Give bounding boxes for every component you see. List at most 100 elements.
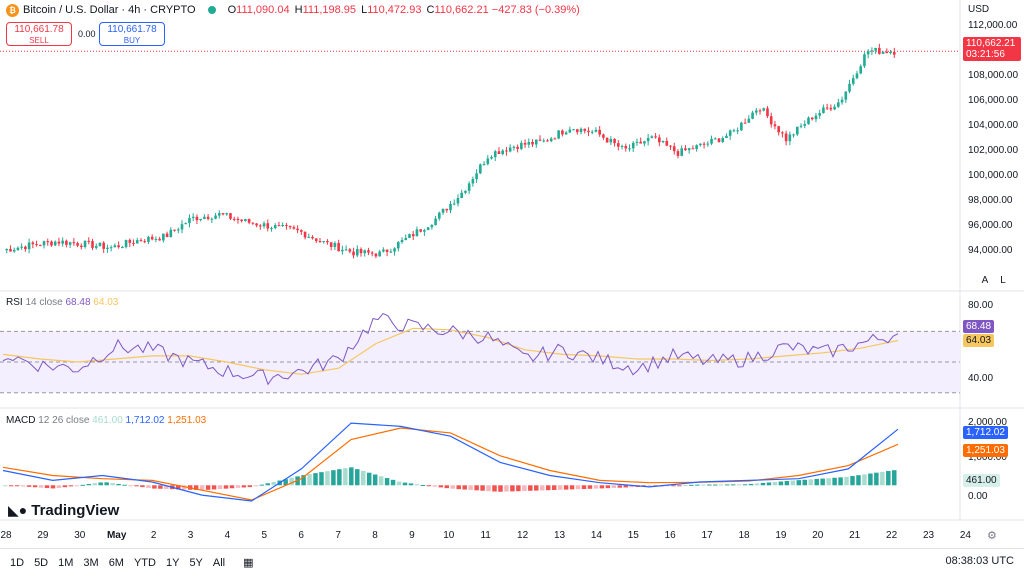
macd-histogram-bar — [283, 479, 288, 486]
settings-icon[interactable]: ⚙ — [987, 530, 997, 542]
range-5d[interactable]: 5D — [34, 556, 49, 569]
range-all[interactable]: All — [212, 556, 226, 569]
range-1m[interactable]: 1M — [58, 556, 74, 569]
candle-body — [273, 225, 277, 229]
macd-histogram-bar — [289, 477, 294, 486]
candle-body — [650, 136, 654, 139]
candle-body — [512, 146, 516, 148]
date-range-icon[interactable]: ▦ — [243, 557, 254, 569]
range-1y[interactable]: 1Y — [165, 556, 180, 569]
candle-body — [676, 151, 680, 156]
macd-histogram-bar — [534, 485, 539, 491]
tradingview-icon: ◣● — [8, 502, 28, 518]
candle-body — [337, 243, 340, 252]
macd-line-tag: 1,712.02 — [963, 426, 1008, 439]
candle-body — [564, 132, 568, 135]
candle-body — [807, 117, 810, 125]
utc-clock[interactable]: 08:38:03 UTC — [945, 555, 1014, 567]
candle-body — [743, 122, 747, 124]
time-tick: 10 — [443, 530, 455, 541]
bottom-toolbar: 1D 5D 1M 3M 6M YTD 1Y 5Y All ▦ 08:38:03 … — [0, 548, 1024, 576]
macd-histogram-bar — [98, 482, 103, 486]
macd-legend[interactable]: MACD 12 26 close 461.00 1,712.02 1,251.0… — [6, 415, 206, 426]
candle-body — [825, 107, 829, 109]
macd-histogram-bar — [599, 485, 605, 489]
candle-body — [150, 236, 154, 240]
candle-body — [691, 148, 695, 150]
candle-body — [117, 245, 120, 248]
brand-name: TradingView — [31, 502, 120, 519]
auto-scale-button[interactable]: A — [981, 275, 989, 286]
macd-histogram-bar — [128, 485, 133, 487]
buy-price: 110,661.78 — [107, 24, 157, 35]
candle-body — [520, 142, 523, 149]
candle-body — [687, 148, 691, 151]
log-scale-button[interactable]: L — [1000, 275, 1006, 286]
candle-body — [329, 242, 333, 247]
candle-body — [796, 126, 799, 135]
candle-body — [300, 230, 303, 232]
candle-body — [285, 224, 288, 226]
chart-canvas[interactable] — [0, 0, 1024, 548]
candle-body — [710, 138, 713, 144]
range-1d[interactable]: 1D — [10, 556, 25, 569]
range-5y[interactable]: 5Y — [189, 556, 203, 569]
macd-histogram-bar — [146, 485, 151, 488]
candle-body — [162, 233, 165, 241]
macd-histogram-bar — [742, 484, 748, 486]
macd-histogram-bar — [677, 485, 682, 487]
candle-body — [31, 242, 35, 245]
buy-button[interactable]: 110,661.78 BUY — [99, 22, 165, 46]
symbol-title[interactable]: Bitcoin / U.S. Dollar · 4h · CRYPTO — [23, 4, 196, 16]
candle-body — [236, 218, 240, 220]
sell-button[interactable]: 110,661.78 SELL — [6, 22, 72, 46]
candle-body — [139, 240, 143, 242]
candle-body — [658, 137, 661, 143]
candle-body — [654, 136, 657, 138]
macd-histogram-bar — [444, 485, 450, 489]
time-tick: 17 — [701, 530, 713, 541]
macd-hist-tag: 461.00 — [963, 474, 1000, 487]
candle-body — [42, 241, 46, 246]
macd-histogram-bar — [665, 485, 670, 487]
time-tick: 20 — [812, 530, 824, 541]
macd-histogram-bar — [886, 471, 891, 486]
macd-histogram-bar — [796, 480, 802, 486]
range-3m[interactable]: 3M — [83, 556, 99, 569]
macd-histogram-bar — [211, 485, 217, 490]
candle-body — [169, 229, 173, 238]
candle-body — [389, 251, 393, 253]
time-tick: May — [106, 530, 127, 541]
candle-body — [803, 124, 807, 126]
macd-histogram-bar — [814, 478, 819, 486]
macd-histogram-bar — [122, 484, 127, 486]
macd-histogram-bar — [701, 484, 706, 486]
macd-histogram-bar — [689, 484, 694, 486]
candle-body — [643, 141, 646, 144]
candle-body — [9, 248, 12, 252]
time-tick: 2 — [150, 530, 157, 541]
brand-logo: ◣● TradingView — [8, 502, 119, 519]
macd-histogram-bar — [880, 471, 885, 486]
macd-histogram-bar — [575, 485, 581, 490]
range-ytd[interactable]: YTD — [133, 556, 156, 569]
macd-histogram-bar — [760, 482, 766, 486]
candle-body — [94, 246, 98, 248]
range-6m[interactable]: 6M — [108, 556, 124, 569]
candle-body — [661, 140, 665, 143]
rsi-legend[interactable]: RSI 14 close 68.48 64.03 — [6, 297, 118, 308]
candle-body — [423, 230, 426, 232]
candle-body — [885, 51, 889, 54]
candle-body — [736, 130, 739, 132]
currency-label[interactable]: USD — [968, 4, 990, 15]
candle-body — [240, 219, 243, 222]
candle-body — [740, 122, 743, 131]
candle-body — [16, 247, 20, 250]
macd-histogram-bar — [450, 485, 455, 489]
candle-body — [76, 243, 79, 246]
candle-body — [851, 78, 855, 84]
macd-histogram-bar — [569, 485, 575, 490]
macd-histogram-bar — [736, 484, 742, 486]
candle-body — [859, 66, 863, 74]
rsi-ma-tag: 64.03 — [963, 334, 995, 347]
